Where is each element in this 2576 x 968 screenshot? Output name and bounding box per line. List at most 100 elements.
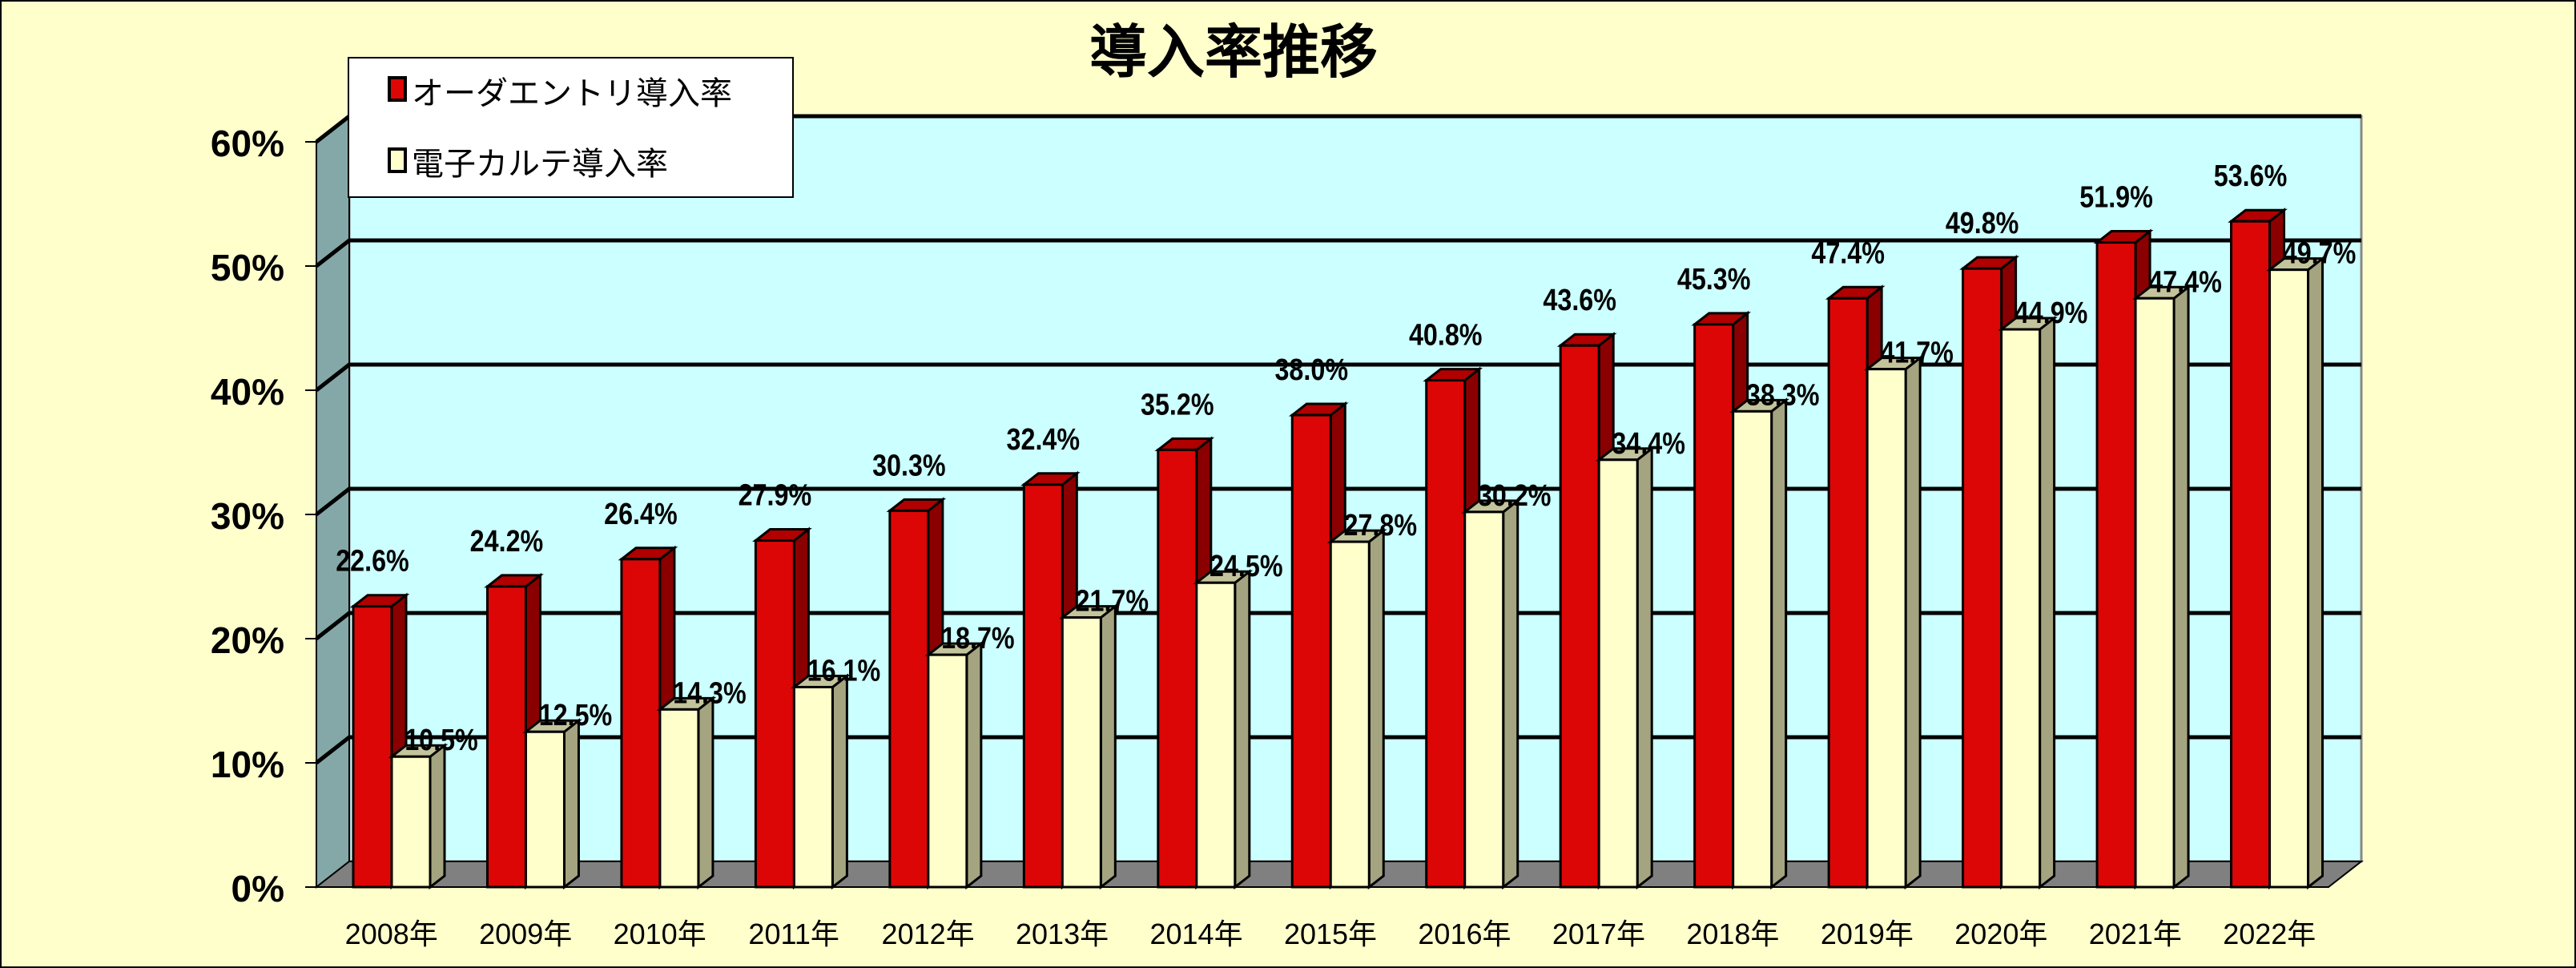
data-label: 44.9% <box>2015 296 2088 330</box>
legend: オーダエントリ導入率 電子カルテ導入率 <box>348 57 794 198</box>
bar-order-entry <box>484 572 544 890</box>
data-label: 38.0% <box>1274 353 1348 387</box>
bar-front <box>524 730 566 889</box>
bar-front <box>658 708 700 889</box>
bar-front <box>888 509 930 889</box>
data-label: 22.6% <box>336 544 409 578</box>
x-tick-label: 2021年 <box>2089 918 2182 950</box>
data-label: 24.5% <box>1210 550 1283 583</box>
bar-ehr <box>522 718 582 890</box>
bar-front <box>927 653 968 889</box>
data-label: 27.8% <box>1343 509 1417 542</box>
data-label: 26.4% <box>604 497 678 530</box>
y-tick-label: 50% <box>211 247 284 288</box>
legend-box <box>348 57 794 198</box>
data-label: 18.7% <box>941 622 1015 655</box>
bar-front <box>1866 368 1907 889</box>
bar-side <box>1502 498 1519 890</box>
bar-ehr <box>1058 603 1119 890</box>
bar-front <box>1962 267 2003 889</box>
data-label: 14.3% <box>673 676 747 710</box>
y-tick-label: 10% <box>211 744 284 785</box>
bar-side <box>831 673 848 890</box>
data-label: 43.6% <box>1543 284 1616 317</box>
bar-side <box>1367 528 1385 890</box>
bar-front <box>754 539 795 889</box>
x-tick-label: 2012年 <box>882 918 975 950</box>
gridline <box>315 735 2361 764</box>
bar-ehr <box>1595 446 1656 890</box>
bar-front <box>1157 448 1198 889</box>
bar-side <box>562 718 580 890</box>
bar-front <box>792 685 834 889</box>
y-tick-label: 40% <box>211 371 284 413</box>
legend-swatch-ehr <box>388 147 407 173</box>
bar-ehr <box>2266 256 2326 890</box>
bar-front <box>1329 540 1371 889</box>
gridline <box>315 238 2361 268</box>
data-label: 49.7% <box>2283 236 2357 270</box>
bar-side <box>1099 603 1117 890</box>
bar-side <box>1770 397 1788 890</box>
data-label: 49.8% <box>1946 207 2019 240</box>
x-tick-label: 2015年 <box>1284 918 1377 950</box>
bar-front <box>1559 344 1600 889</box>
x-tick-label: 2008年 <box>345 918 438 950</box>
bar-side <box>1234 569 1251 890</box>
y-tick-label: 30% <box>211 495 284 537</box>
chart-title: 導入率推移 <box>1089 21 1378 85</box>
bar-front <box>2268 268 2310 889</box>
bar-side <box>429 743 446 890</box>
bar-front <box>2134 296 2176 889</box>
bar-front <box>1290 413 1332 889</box>
bar-front <box>1827 296 1869 889</box>
x-tick-label: 2010年 <box>614 918 706 950</box>
bar-front <box>2000 328 2042 889</box>
bar-ehr <box>1998 315 2058 890</box>
legend-label-order-entry: オーダエントリ導入率 <box>412 76 732 111</box>
bar-ehr <box>1326 528 1387 890</box>
bar-front <box>390 755 432 889</box>
bar-side <box>1636 446 1653 890</box>
bar-ehr <box>656 696 717 890</box>
data-label: 32.4% <box>1007 422 1081 456</box>
bar-side <box>965 641 983 890</box>
data-label: 40.8% <box>1409 318 1483 352</box>
x-tick-label: 2020年 <box>1954 918 2047 950</box>
data-label: 21.7% <box>1076 584 1149 618</box>
x-tick-label: 2011年 <box>748 918 839 950</box>
y-tick-label: 60% <box>211 123 284 164</box>
data-label: 45.3% <box>1677 262 1751 296</box>
x-tick-label: 2019年 <box>1821 918 1914 950</box>
bar-front <box>2230 220 2272 889</box>
bar-front <box>2095 241 2137 889</box>
legend-label-ehr: 電子カルテ導入率 <box>412 147 668 182</box>
bar-front <box>485 585 527 889</box>
bar-ehr <box>791 673 851 890</box>
bar-side <box>697 696 714 890</box>
data-label: 30.3% <box>872 449 946 482</box>
bar-ehr <box>1863 355 1924 890</box>
data-label: 41.7% <box>1880 336 1954 369</box>
bar-front <box>1022 483 1064 889</box>
legend-swatch-order-entry <box>388 76 407 102</box>
bar-front <box>1693 323 1735 889</box>
x-tick-label: 2016年 <box>1418 918 1511 950</box>
bar-front <box>352 605 393 889</box>
x-tick-label: 2022年 <box>2223 918 2316 950</box>
bar-side <box>2307 256 2324 890</box>
bar-side <box>2172 284 2190 890</box>
bar-ehr <box>388 743 449 890</box>
bar-ehr <box>1729 397 1790 890</box>
x-tick-label: 2018年 <box>1686 918 1779 950</box>
data-label: 27.9% <box>739 478 812 512</box>
gridline <box>315 611 2361 640</box>
data-label: 47.4% <box>1811 236 1885 270</box>
data-label: 16.1% <box>807 654 881 688</box>
bar-front <box>1597 458 1639 889</box>
y-tick-label: 20% <box>211 619 284 661</box>
data-label: 34.4% <box>1612 426 1685 460</box>
gridline <box>315 486 2361 516</box>
x-tick-label: 2014年 <box>1149 918 1242 950</box>
